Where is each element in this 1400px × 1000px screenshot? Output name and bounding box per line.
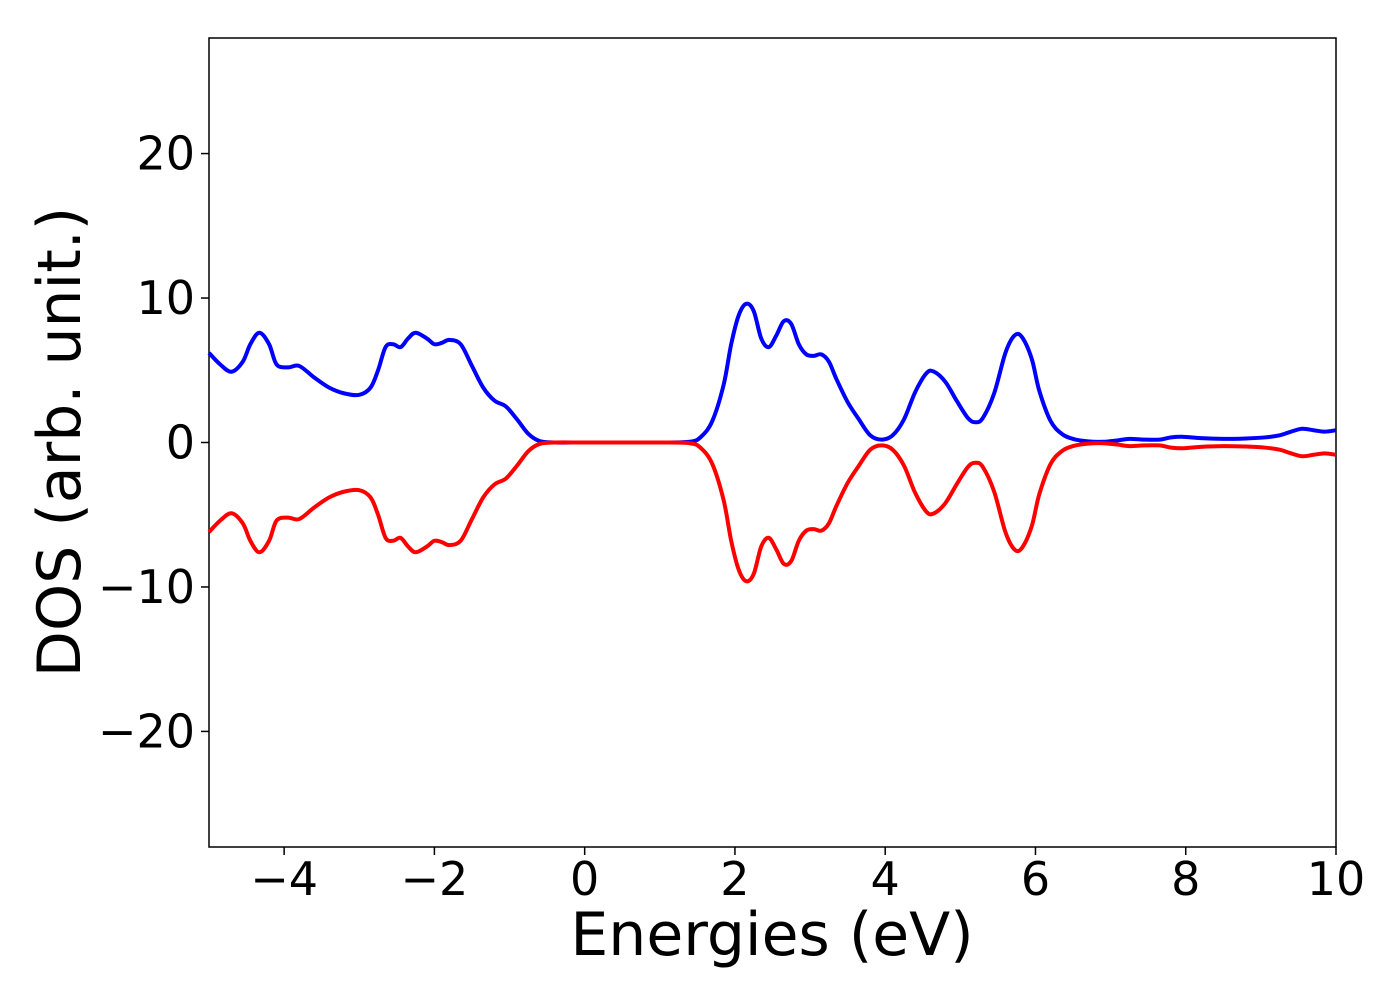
y-tick-label: −10 [98, 560, 195, 614]
y-tick-label: 10 [136, 271, 195, 325]
series-line-red [207, 440, 1337, 584]
x-axis: −4 −2 0 2 4 6 8 10 [250, 847, 1365, 906]
x-tick-label: 2 [720, 852, 749, 906]
x-tick-label: 4 [871, 852, 900, 906]
plot-frame [208, 37, 1337, 848]
y-axis-label: DOS (arb. unit.) [25, 207, 95, 677]
x-tick-label: −4 [250, 852, 318, 906]
x-tick-label: 8 [1171, 852, 1200, 906]
x-tick-label: 0 [570, 852, 599, 906]
x-tick-label: −2 [400, 852, 468, 906]
x-tick-label: 6 [1021, 852, 1050, 906]
y-tick-label: 20 [136, 127, 195, 181]
y-tick-label: 0 [166, 416, 195, 470]
x-axis-label: Energies (eV) [570, 900, 973, 970]
x-tick-label: 10 [1307, 852, 1366, 906]
y-axis: −20 −10 0 10 20 [98, 127, 209, 758]
series-layer [207, 301, 1337, 584]
y-tick-label: −20 [98, 704, 195, 758]
